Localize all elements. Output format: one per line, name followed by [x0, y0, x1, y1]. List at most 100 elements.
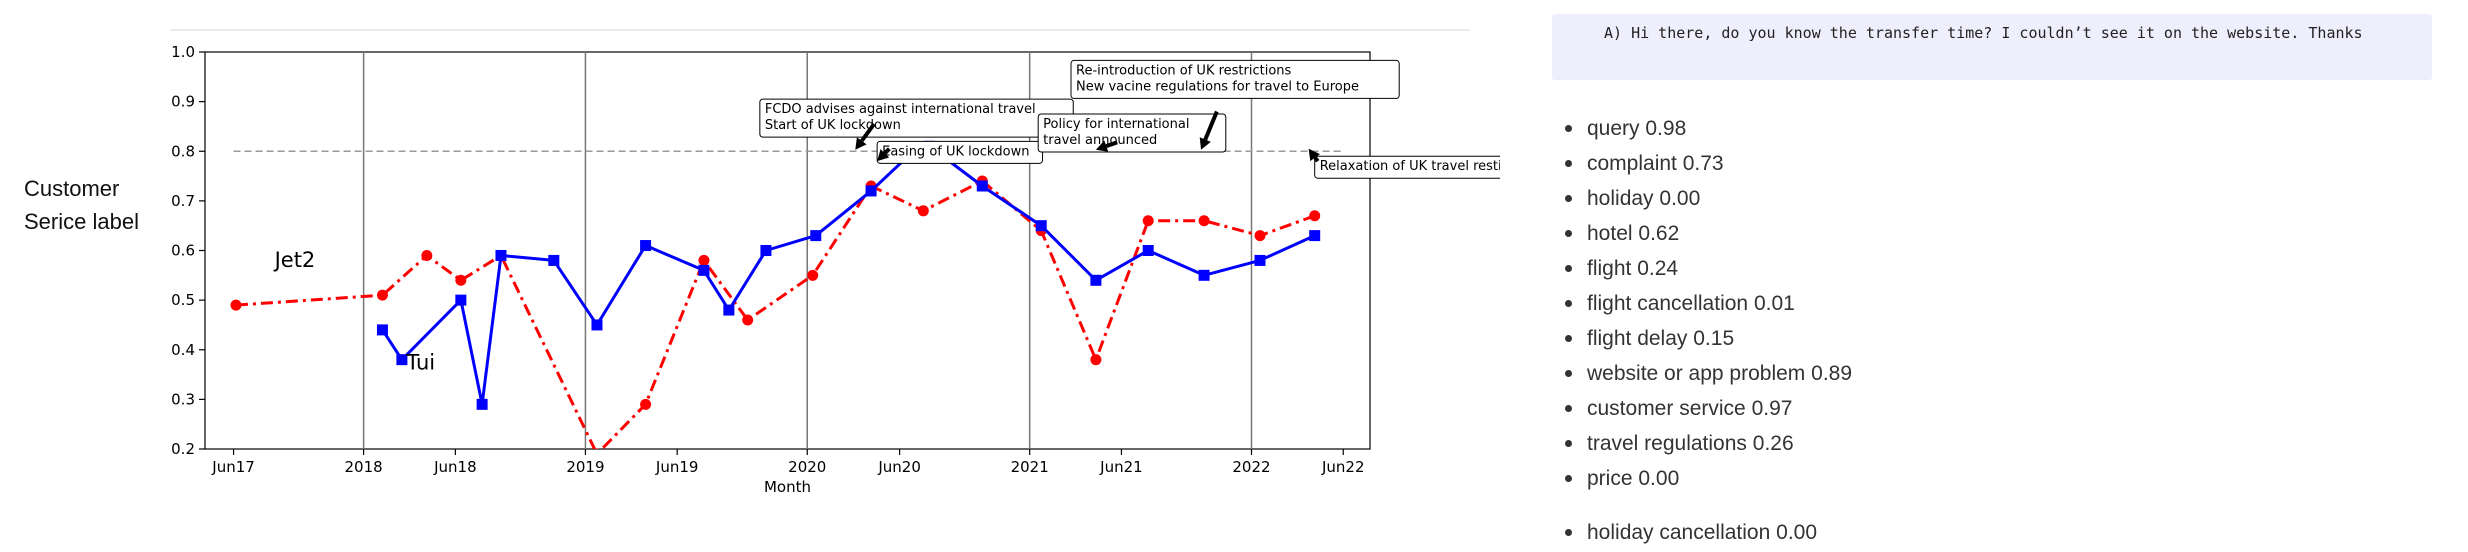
x-tick-label: 2018 [345, 458, 383, 476]
label-score-item: complaint 0.73 [1560, 146, 1852, 181]
data-point [1309, 230, 1321, 242]
x-tick-label: Jun17 [211, 458, 255, 476]
label-score-item: flight 0.24 [1560, 251, 1852, 286]
series-tui [376, 140, 1321, 410]
x-tick-label: Jun21 [1099, 458, 1143, 476]
label-score: 0.24 [1637, 257, 1679, 280]
y-axis-side-label: Customer Serice label [24, 172, 184, 238]
label-score: 0.98 [1645, 117, 1687, 140]
annotation-text: Re-introduction of UK restrictions [1076, 63, 1292, 78]
label-name: price [1587, 467, 1633, 490]
x-tick-label: 2021 [1011, 458, 1049, 476]
series-label: Jet2 [273, 248, 316, 272]
label-name: flight [1587, 257, 1632, 280]
side-label-line-1: Customer [24, 176, 120, 201]
data-point [698, 254, 710, 266]
annotation-box [1314, 155, 1500, 179]
annotation-arrowhead [1308, 148, 1320, 162]
label-score: 0.26 [1752, 432, 1794, 455]
series-label: Tui [405, 351, 435, 375]
label-name: flight delay [1587, 327, 1688, 350]
label-score: 0.97 [1751, 397, 1793, 420]
label-score-item: flight cancellation 0.01 [1560, 286, 1852, 321]
label-name: holiday cancellation [1587, 521, 1771, 544]
data-point [810, 230, 822, 242]
label-name: hotel [1587, 222, 1633, 245]
label-score-item: query 0.98 [1560, 111, 1852, 146]
label-score-item: website or app problem 0.89 [1560, 356, 1852, 391]
label-score-list: query 0.98 complaint 0.73 holiday 0.00 h… [1560, 111, 1852, 550]
data-point [698, 264, 710, 276]
annotation-arrow [1203, 110, 1219, 141]
y-tick-label: 0.5 [171, 291, 195, 309]
data-point [1254, 230, 1266, 242]
y-tick-label: 0.3 [171, 390, 195, 408]
data-point [1090, 354, 1102, 366]
label-score: 0.73 [1682, 152, 1724, 175]
label-score: 0.15 [1693, 327, 1735, 350]
label-name: customer service [1587, 397, 1746, 420]
data-point [476, 398, 488, 410]
data-point [594, 448, 600, 449]
data-point [396, 354, 408, 366]
label-score-item: flight delay 0.15 [1560, 321, 1852, 356]
data-point [742, 314, 754, 326]
x-tick-label: 2020 [788, 458, 826, 476]
data-point [376, 289, 388, 301]
label-score: 0.00 [1638, 467, 1680, 490]
x-tick-label: Jun18 [433, 458, 477, 476]
label-name: travel regulations [1587, 432, 1747, 455]
annotation-text: Policy for international [1043, 117, 1189, 132]
label-score-item: travel regulations 0.26 [1560, 426, 1852, 461]
label-score: 0.89 [1811, 362, 1853, 385]
x-tick-label: Jun22 [1321, 458, 1365, 476]
label-name: complaint [1587, 152, 1677, 175]
y-tick-label: 0.9 [171, 93, 195, 111]
data-point [421, 249, 433, 261]
data-point [455, 294, 467, 306]
data-point [1142, 245, 1154, 256]
label-score-item: holiday cancellation 0.00 [1560, 515, 1852, 550]
label-score: 0.01 [1753, 292, 1795, 315]
data-point [1142, 215, 1154, 227]
annotation-box [1037, 113, 1227, 153]
annotation-arrowhead [1199, 137, 1211, 150]
data-point [723, 304, 735, 316]
annotation-text: Relaxation of UK travel restictions [1320, 159, 1500, 174]
annotation-text: Start of UK lockdown [765, 118, 901, 133]
data-point [230, 299, 242, 311]
chart: 0.2 0.3 0.4 0.5 0.6 0.7 0.8 0.9 1.0 Jun17 2018 Jun1… [170, 29, 1500, 496]
data-point [640, 398, 652, 410]
data-point [376, 324, 388, 336]
annotation-box [1070, 59, 1400, 99]
y-tick-label: 1.0 [171, 43, 195, 61]
annotation-arrow [860, 122, 876, 143]
label-score: 0.00 [1776, 521, 1818, 544]
annotation-text: travel announced [1043, 133, 1157, 148]
side-label-line-2: Serice label [24, 209, 139, 234]
label-name: holiday [1587, 187, 1654, 210]
data-point [591, 319, 603, 331]
x-axis-label: Month [764, 478, 811, 496]
y-tick-label: 0.8 [171, 142, 195, 160]
y-tick-label: 0.6 [171, 242, 195, 260]
annotation-text: FCDO advises against international trave… [765, 102, 1036, 117]
label-score: 0.62 [1638, 222, 1680, 245]
label-name: query [1587, 117, 1640, 140]
data-point [1309, 210, 1321, 222]
label-score-item: holiday 0.00 [1560, 181, 1852, 216]
annotation-arrowhead [855, 137, 867, 150]
label-score-item: hotel 0.62 [1560, 216, 1852, 251]
annotation-arrow [883, 147, 891, 155]
chat-message-box: A) Hi there, do you know the transfer ti… [1552, 14, 2432, 80]
label-score: 0.00 [1659, 187, 1701, 210]
data-point [807, 269, 819, 281]
data-point [917, 205, 929, 217]
annotation-arrow [1313, 156, 1320, 163]
series-jet2 [230, 175, 1321, 449]
label-score-item: price 0.00 [1560, 461, 1852, 496]
data-point [455, 274, 467, 286]
annotation-text: New vacine regulations for travel to Eur… [1076, 79, 1359, 94]
y-tick-label: 0.7 [171, 192, 195, 210]
data-point [760, 245, 772, 256]
